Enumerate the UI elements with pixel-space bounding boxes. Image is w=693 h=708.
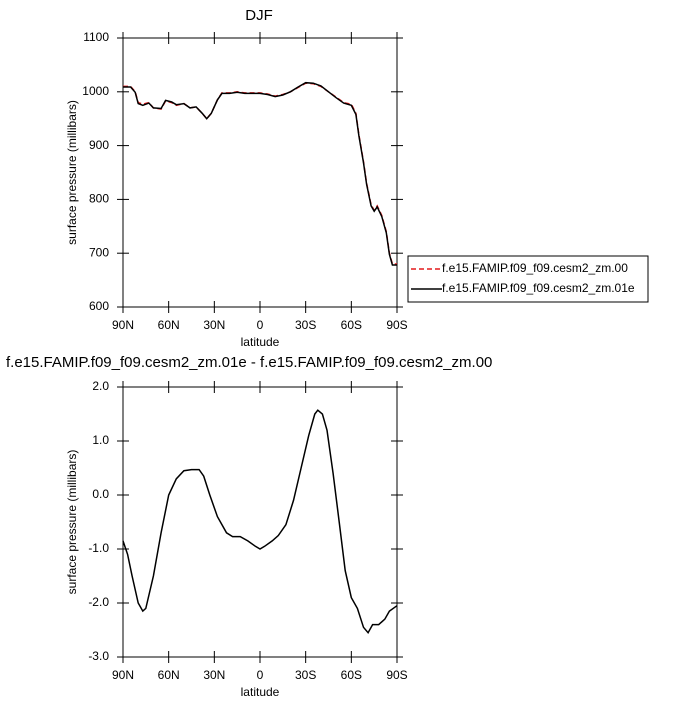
legend-label: f.e15.FAMIP.f09_f09.cesm2_zm.00 [442, 261, 628, 275]
y-tick-label: 600 [89, 299, 109, 313]
chart-title: f.e15.FAMIP.f09_f09.cesm2_zm.01e - f.e15… [6, 354, 492, 371]
y-tick-label: 1100 [83, 30, 109, 44]
y-tick-label: 900 [89, 138, 109, 152]
y-tick-label: -3.0 [88, 649, 109, 663]
y-tick-label: 800 [89, 192, 109, 206]
y-tick-label: -1.0 [88, 541, 109, 555]
x-tick-label: 90N [112, 318, 134, 332]
x-tick-label: 60S [341, 668, 362, 682]
x-tick-label: 30N [203, 668, 225, 682]
x-tick-label: 30N [203, 318, 225, 332]
x-tick-label: 90S [386, 668, 407, 682]
data-line [123, 82, 397, 265]
y-tick-label: -2.0 [88, 595, 109, 609]
legend-label: f.e15.FAMIP.f09_f09.cesm2_zm.01e [442, 281, 635, 295]
x-tick-label: 30S [295, 318, 316, 332]
x-tick-label: 60S [341, 318, 362, 332]
y-tick-label: 1000 [82, 84, 109, 98]
x-tick-label: 60N [158, 318, 180, 332]
data-line [123, 81, 397, 266]
x-tick-label: 90N [112, 668, 134, 682]
x-tick-label: 0 [257, 668, 264, 682]
x-tick-label: 30S [295, 668, 316, 682]
x-axis-label: latitude [241, 685, 280, 699]
y-tick-label: 1.0 [92, 433, 109, 447]
legend-box [407, 255, 649, 303]
x-tick-label: 90S [386, 318, 407, 332]
y-tick-label: 0.0 [92, 487, 109, 501]
y-tick-label: 2.0 [92, 379, 109, 393]
x-tick-label: 60N [158, 668, 180, 682]
x-tick-label: 0 [257, 318, 264, 332]
chart-title: DJF [245, 7, 273, 24]
plot-frame [122, 37, 398, 308]
plot-frame [122, 386, 398, 658]
y-tick-label: 700 [89, 245, 109, 259]
data-line [122, 409, 398, 635]
y-axis-label: surface pressure (millibars) [65, 450, 79, 595]
x-axis-label: latitude [241, 335, 280, 349]
y-axis-label: surface pressure (millibars) [65, 100, 79, 245]
